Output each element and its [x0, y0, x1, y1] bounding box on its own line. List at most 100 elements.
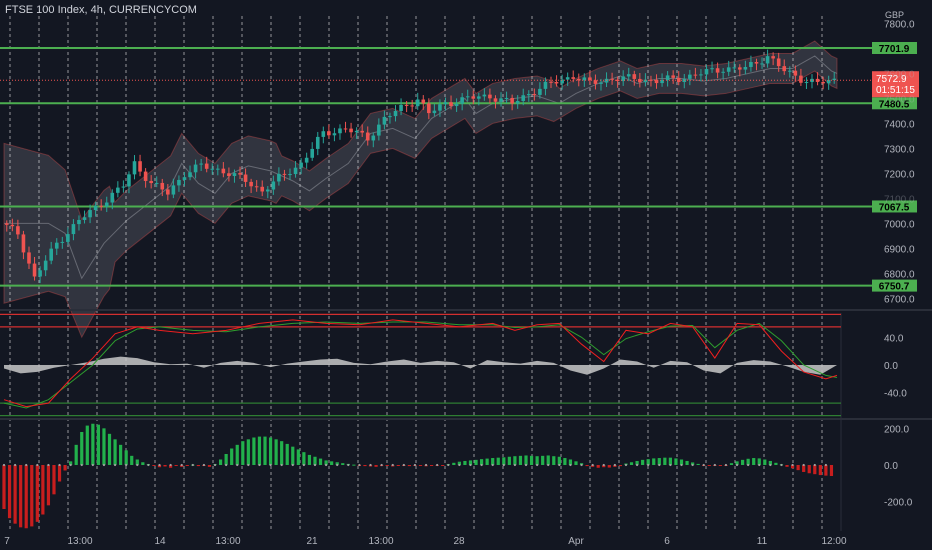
macd-bar	[541, 455, 545, 465]
macd-zero-dot	[502, 463, 505, 467]
macd-bar	[152, 465, 156, 466]
macd-bar	[507, 456, 511, 465]
macd-bar	[646, 459, 650, 465]
level-label: 7480.5	[879, 99, 910, 110]
macd-bar	[96, 424, 101, 465]
candle-body	[393, 110, 398, 117]
macd-zero-dot	[125, 463, 128, 467]
macd-bar	[457, 461, 461, 465]
candle-body	[732, 67, 737, 69]
macd-zero-dot	[69, 463, 72, 467]
macd-bar	[491, 458, 495, 465]
time-tick-label: 13:00	[67, 536, 92, 547]
candle-body	[665, 75, 670, 81]
candle-body	[493, 98, 498, 102]
macd-zero-dot	[280, 463, 283, 467]
macd-zero-dot	[536, 463, 539, 467]
macd-bar	[418, 465, 423, 466]
macd-bar	[135, 459, 139, 465]
macd-bar	[802, 465, 806, 472]
macd-bar	[607, 465, 611, 468]
macd-zero-dot	[313, 463, 317, 467]
macd-zero-dot	[747, 463, 750, 467]
macd-bar	[268, 437, 273, 465]
candle-body	[66, 234, 70, 242]
candle-body	[721, 71, 725, 73]
candle-body	[54, 242, 59, 249]
candle-body	[99, 205, 103, 207]
candle-body	[615, 79, 620, 82]
macd-zero-dot	[136, 463, 139, 467]
candle-body	[460, 97, 464, 104]
candle-body	[399, 104, 403, 111]
candle-body	[743, 67, 748, 70]
price-tick-label: 6900.0	[884, 244, 915, 255]
macd-bar	[330, 461, 334, 465]
macd-bar	[107, 433, 112, 465]
macd-zero-dot	[158, 463, 161, 467]
macd-bar	[241, 441, 245, 465]
candle-body	[249, 181, 253, 187]
candle-body	[521, 95, 526, 102]
candle-body	[782, 66, 787, 72]
macd-bar	[19, 465, 23, 528]
macd-bar	[307, 454, 312, 465]
price-tick-label: 6700.0	[884, 294, 915, 305]
macd-bar	[502, 457, 506, 465]
macd-bar	[818, 465, 822, 476]
macd-bar	[257, 436, 262, 465]
candle-body	[582, 77, 587, 81]
candle-body	[715, 68, 720, 73]
candle-body	[404, 104, 409, 106]
price-tick-label: 7000.0	[884, 219, 915, 230]
candle-body	[482, 94, 487, 97]
candle-body	[576, 78, 581, 81]
level-badge	[872, 97, 917, 110]
candle-body	[565, 77, 570, 80]
candle-body	[704, 69, 709, 75]
candle-body	[288, 174, 292, 176]
last-price-badge	[872, 71, 919, 98]
candle-body	[315, 136, 320, 149]
candle-body	[654, 79, 659, 84]
candle-body	[149, 180, 153, 184]
macd-bar	[740, 459, 745, 465]
macd-bar	[596, 465, 600, 468]
macd-bar	[691, 462, 695, 465]
macd-bar	[729, 463, 734, 465]
macd-bar	[679, 459, 684, 465]
macd-bar	[696, 463, 700, 465]
macd-zero-dot	[447, 463, 450, 467]
candle-body	[49, 248, 54, 261]
candle-body	[77, 219, 81, 225]
candle-body	[110, 192, 115, 203]
candle-body	[771, 56, 775, 59]
level-label: 7067.5	[879, 202, 910, 213]
candle-body	[227, 173, 231, 177]
price-tick-label: 7400.0	[884, 119, 915, 130]
candle-body	[260, 186, 265, 192]
macd-zero-dot	[413, 463, 417, 467]
candle-body	[554, 81, 559, 84]
candle-body	[593, 80, 598, 84]
macd-bar	[718, 465, 722, 466]
time-tick-label: 14	[154, 536, 166, 547]
macd-bar	[246, 439, 250, 465]
candle-body	[60, 241, 65, 243]
macd-zero-dot	[258, 463, 261, 467]
macd-zero-dot	[247, 463, 250, 467]
macd-bar	[80, 432, 84, 465]
candle-body	[754, 62, 759, 64]
candle-body	[438, 104, 442, 111]
macd-tick-label: 0.0	[884, 461, 898, 472]
macd-zero-dot	[291, 463, 294, 467]
macd-bar	[385, 465, 389, 466]
chart-title: FTSE 100 Index, 4h, CURRENCYCOM	[5, 4, 197, 16]
macd-zero-dot	[269, 463, 272, 467]
macd-zero-dot	[391, 463, 394, 467]
macd-bar	[374, 465, 378, 467]
time-tick-label: 11	[757, 536, 768, 547]
candle-body	[610, 78, 614, 80]
time-tick-label: 13:00	[368, 536, 393, 547]
